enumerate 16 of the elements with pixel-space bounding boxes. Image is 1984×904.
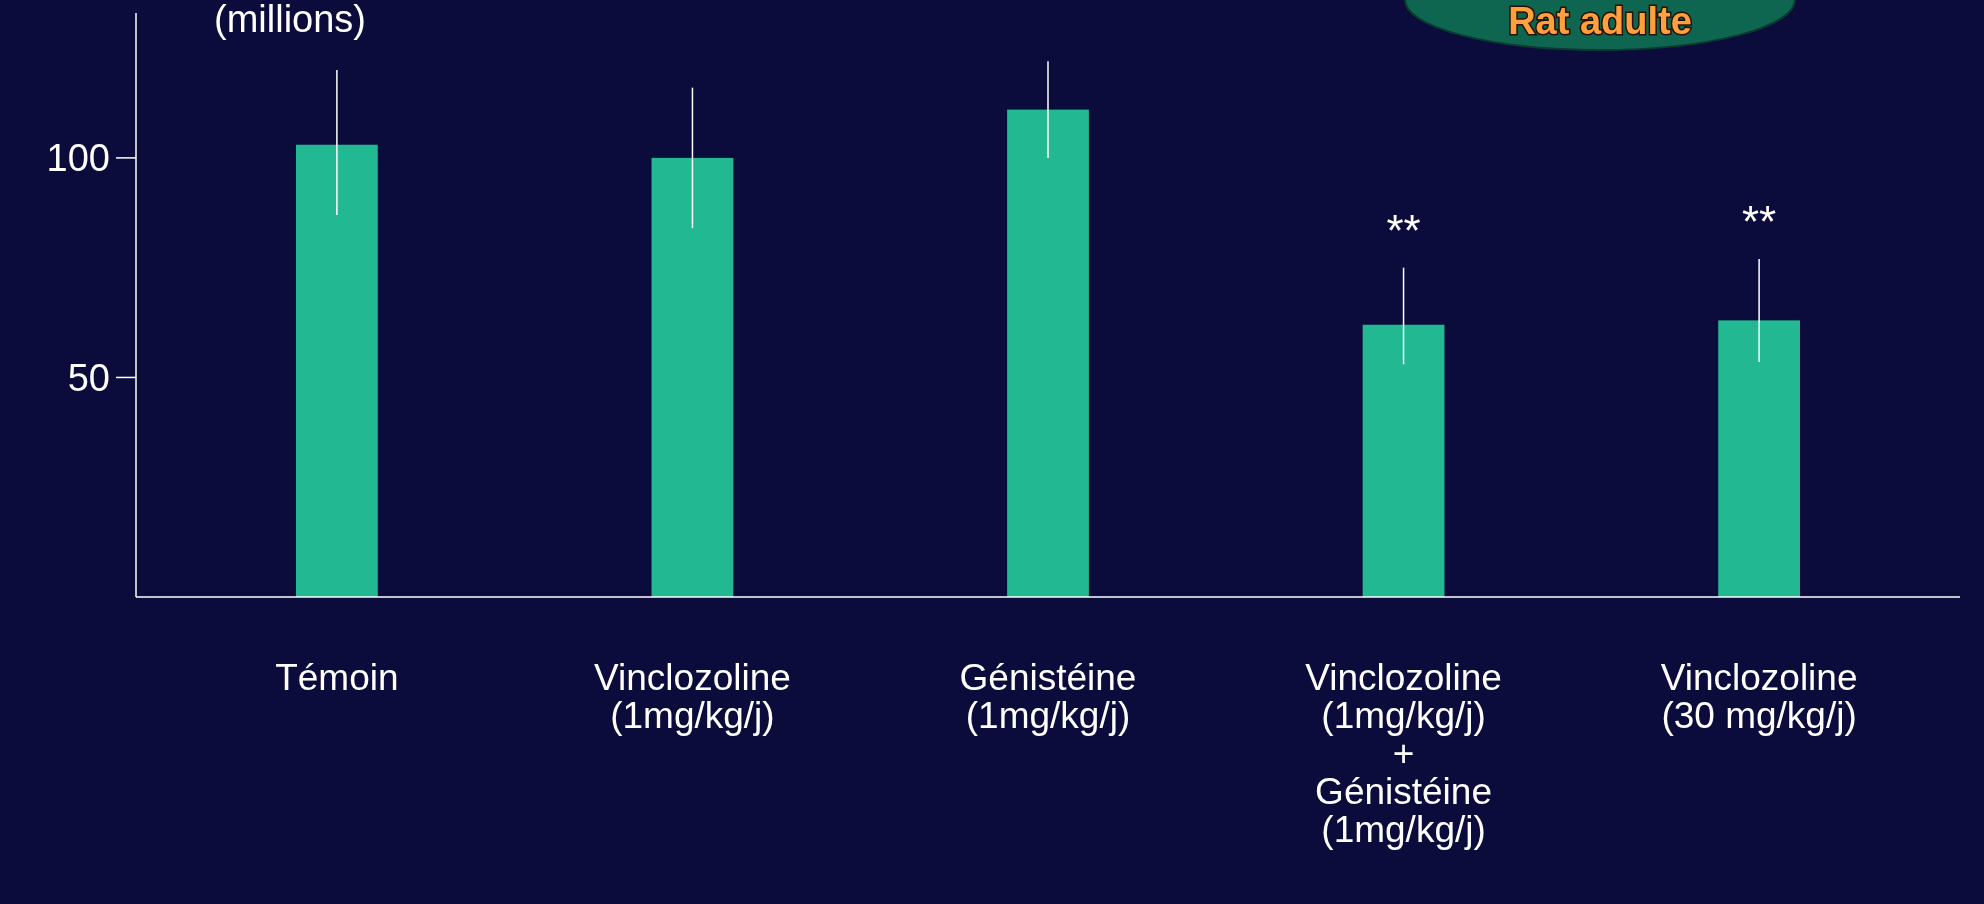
data-label: ** bbox=[1741, 196, 1777, 246]
bar bbox=[651, 157, 734, 597]
bar bbox=[1362, 324, 1445, 597]
bar bbox=[1718, 320, 1800, 597]
y-tick-label: 100 bbox=[46, 137, 110, 180]
y-axis-title: (millions) bbox=[214, 0, 366, 40]
x-tick-label: Témoin bbox=[275, 657, 399, 698]
bar bbox=[1007, 109, 1089, 597]
y-tick-label: 50 bbox=[67, 356, 110, 399]
x-tick-label: Génistéine (1mg/kg/j) bbox=[959, 657, 1137, 736]
x-tick-label: Vinclozoline (1mg/kg/j) + Génistéine (1mg/kg/j) bbox=[1305, 657, 1502, 850]
bar bbox=[296, 144, 378, 597]
x-tick-label: Vinclozoline (30 mg/kg/j) bbox=[1660, 657, 1858, 736]
x-tick-label: Vinclozoline (1mg/kg/j) bbox=[594, 657, 791, 736]
annotation: Rat adulte bbox=[1508, 0, 1692, 42]
data-label: ** bbox=[1386, 205, 1421, 255]
